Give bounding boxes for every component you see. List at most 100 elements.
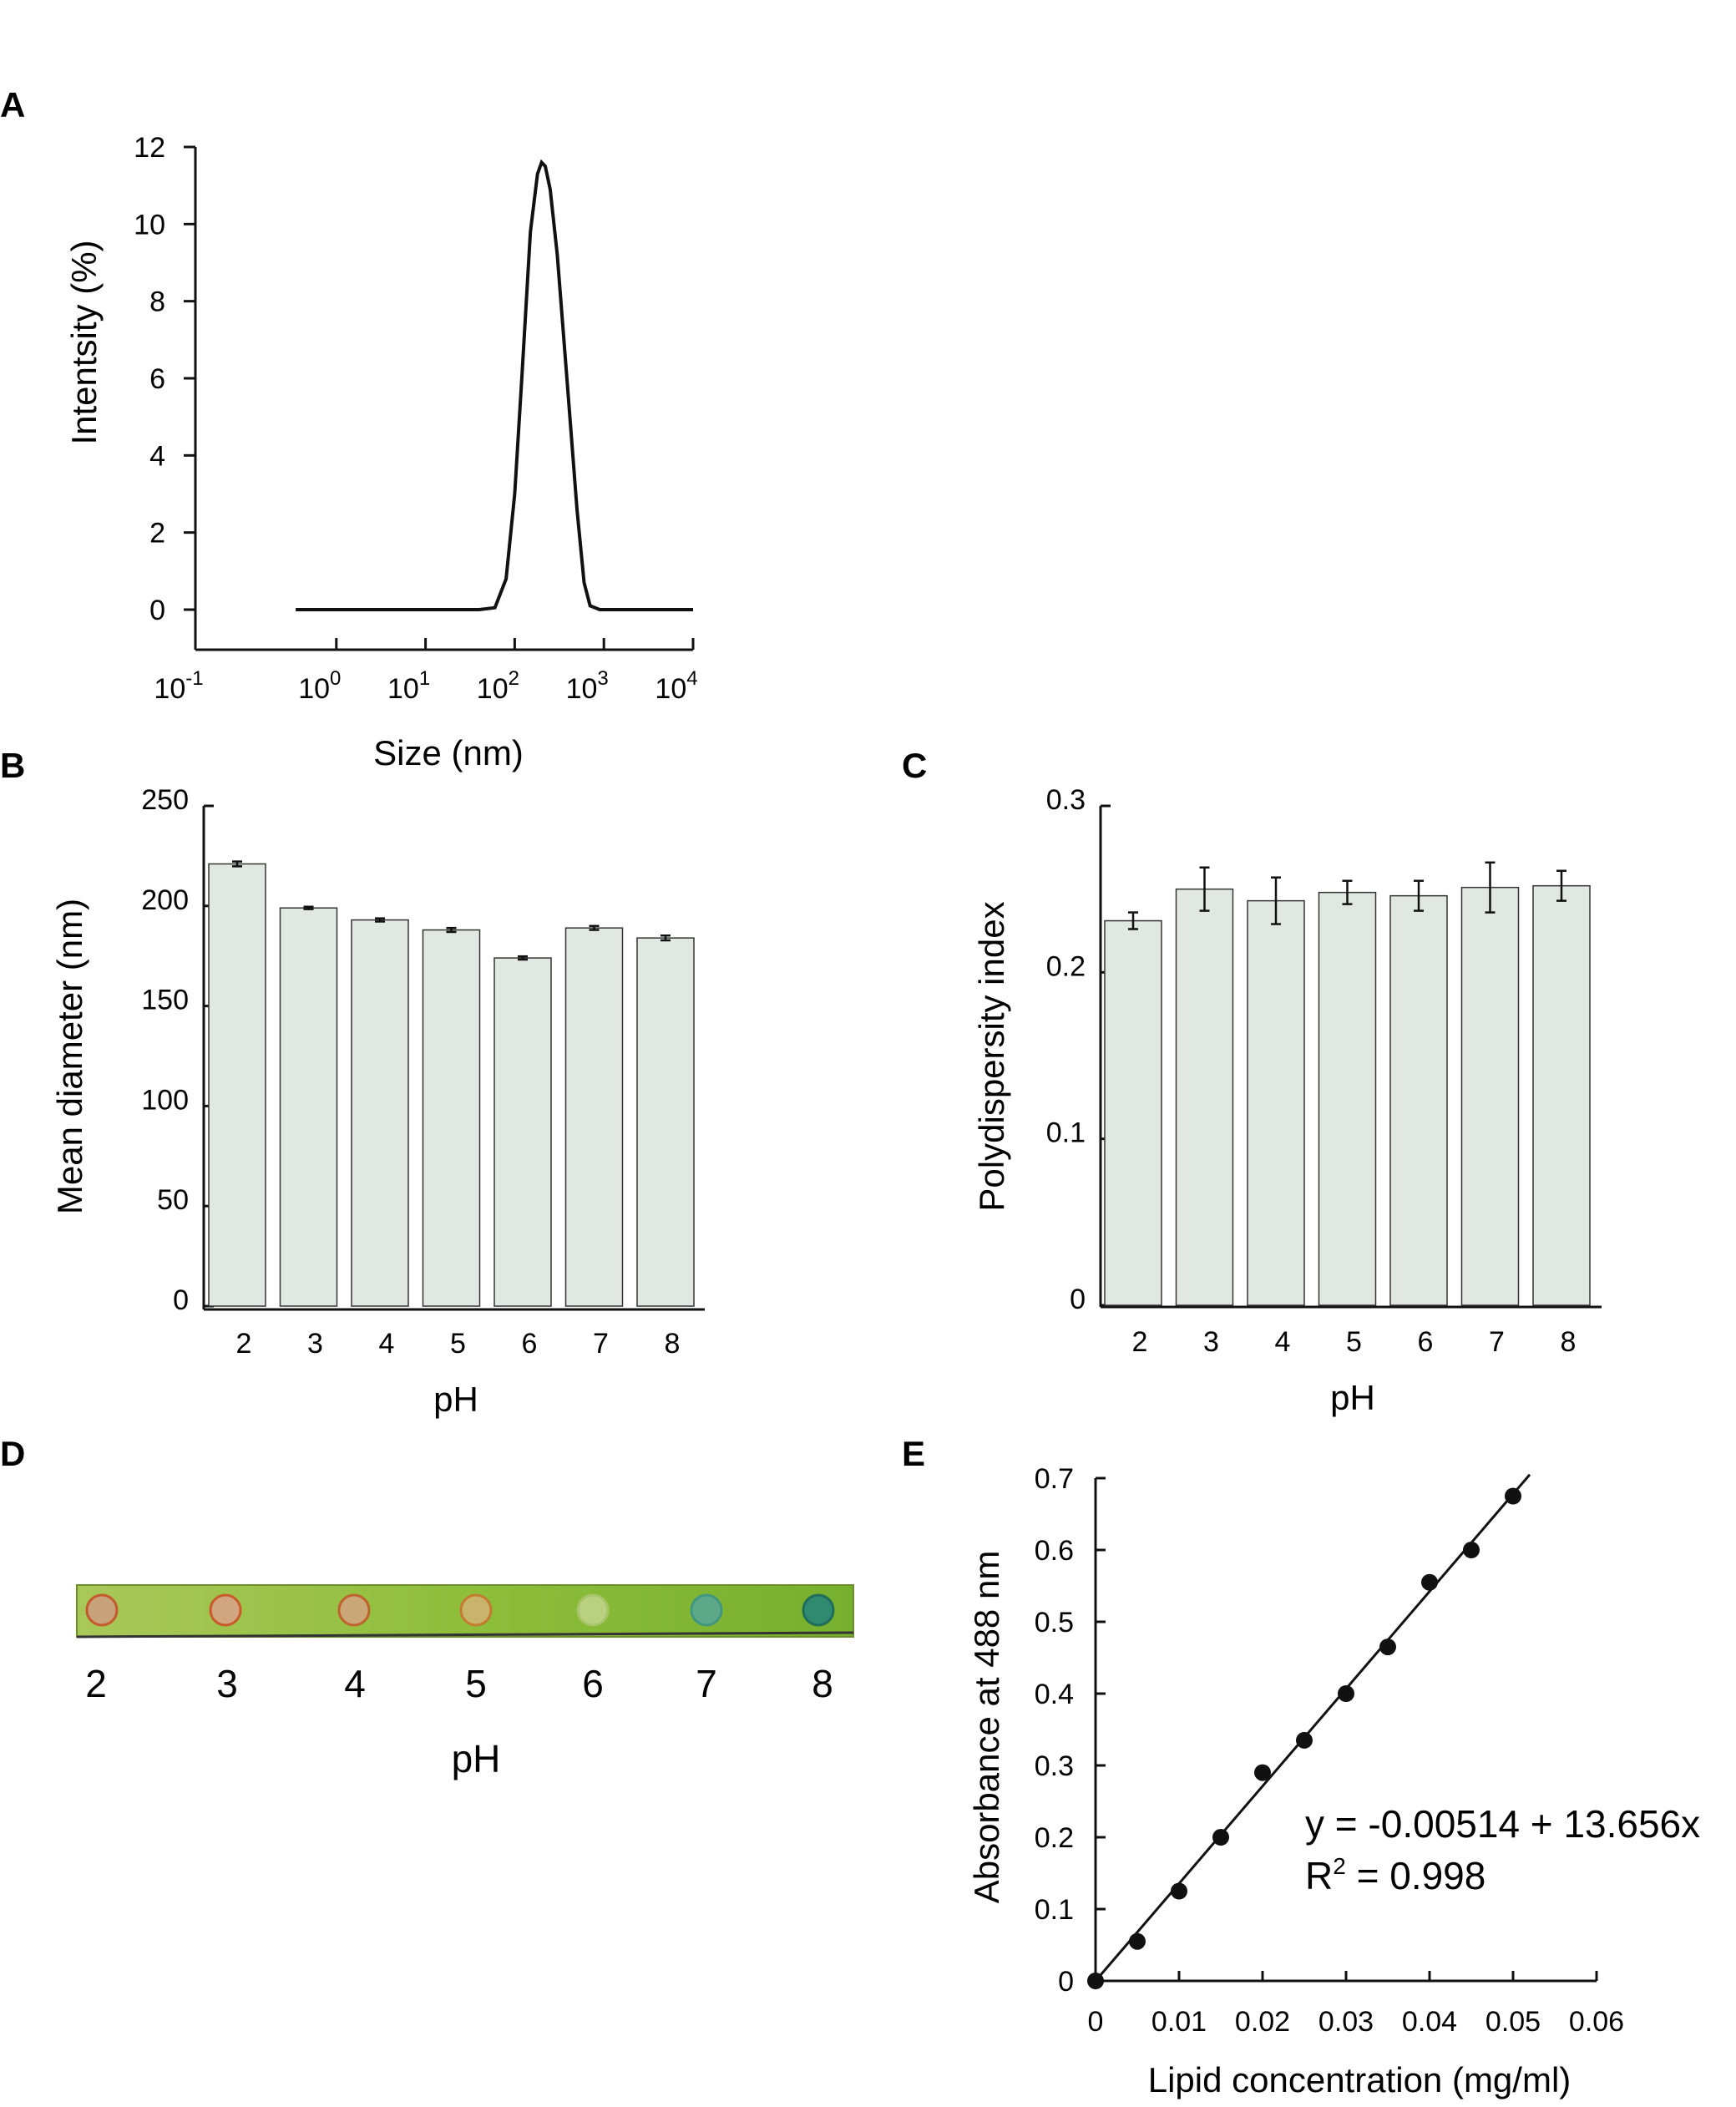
x-tick-base: 10 <box>298 673 330 705</box>
y-tick-label: 0.4 <box>1035 1679 1074 1710</box>
x-tick-label: 101 <box>387 667 430 705</box>
indicator-spot <box>209 1593 242 1627</box>
y-tick-label: 0.1 <box>1046 1117 1086 1149</box>
x-tick-exponent: 4 <box>686 667 697 690</box>
panel-b-bar-chart: B 0 50 100 150 200 250 2 3 4 5 6 7 8 pH Mean diamet… <box>0 746 705 1419</box>
ph-label: 4 <box>344 1662 366 1705</box>
bar <box>208 863 266 1307</box>
x-axis-label-a: Size (nm) <box>373 733 524 772</box>
bar <box>1247 899 1305 1306</box>
ph-label: 3 <box>216 1662 238 1705</box>
x-tick-label: 4 <box>1275 1326 1291 1358</box>
y-tick-label: 100 <box>141 1084 189 1116</box>
x-tick-label: 100 <box>298 667 341 705</box>
ph-label: 7 <box>696 1662 717 1705</box>
x-tick-label: 10-1 <box>154 667 203 705</box>
bar <box>493 957 552 1307</box>
x-tick-exponent: 1 <box>419 667 430 690</box>
data-point <box>1129 1932 1146 1950</box>
x-tick-label: 6 <box>522 1328 538 1360</box>
x-tick-label: 0.02 <box>1235 2006 1290 2038</box>
y-tick-label: 0.3 <box>1046 784 1086 816</box>
x-tick-base: 10 <box>477 673 509 705</box>
panel-e-scatter-chart: E 0 0.1 0.2 0.3 0.4 0.5 0.6 0.7 0 0.01 0.02 0.03 0.… <box>902 1434 1700 2099</box>
x-tick-label: 0.05 <box>1485 2006 1541 2038</box>
x-tick-label: 3 <box>307 1328 323 1360</box>
r-squared-prefix: R <box>1305 1854 1333 1897</box>
bar <box>1318 891 1377 1306</box>
bar <box>1460 886 1520 1306</box>
x-axis-label-d: pH <box>452 1737 501 1780</box>
x-axis-label-c: pH <box>1330 1378 1375 1417</box>
bar <box>1389 894 1448 1306</box>
y-tick-label: 0.2 <box>1046 950 1086 982</box>
panel-letter-e: E <box>902 1434 925 1473</box>
data-point <box>1505 1487 1521 1505</box>
indicator-spot <box>802 1593 835 1627</box>
y-tick-label: 6 <box>149 363 165 395</box>
r-squared-label: R2 = 0.998 <box>1305 1853 1485 1897</box>
panel-c-bar-chart: C 0 0.1 0.2 0.3 2 3 4 5 6 7 8 pH Polydispersity i… <box>902 746 1602 1417</box>
bar <box>1104 919 1162 1306</box>
regression-equation: y = -0.00514 + 13.656x <box>1305 1802 1700 1846</box>
r-squared-rest: = 0.998 <box>1346 1854 1486 1897</box>
data-point <box>1087 1973 1104 1989</box>
x-tick-label: 7 <box>593 1328 609 1360</box>
data-point <box>1421 1573 1438 1591</box>
x-tick-base: 10 <box>154 673 185 705</box>
y-tick-label: 200 <box>141 884 189 916</box>
x-tick-label: 0 <box>1088 2006 1104 2038</box>
ph-label: 2 <box>85 1662 107 1705</box>
indicator-spot <box>337 1593 371 1627</box>
regression-line <box>1094 1473 1531 1982</box>
x-tick-base: 10 <box>566 673 598 705</box>
x-axis-label-b: pH <box>433 1380 478 1419</box>
x-axis-label-e: Lipid concentration (mg/ml) <box>1148 2060 1572 2099</box>
x-tick-label: 102 <box>477 667 519 705</box>
x-tick-label: 2 <box>236 1328 252 1360</box>
y-tick-label: 8 <box>149 286 165 318</box>
x-tick-label: 104 <box>655 667 697 705</box>
y-axis-label-a: Intentsity (%) <box>64 240 104 444</box>
panel-letter-c: C <box>902 746 927 785</box>
x-tick-label: 6 <box>1418 1326 1434 1358</box>
y-tick-label: 250 <box>141 784 189 816</box>
x-tick-label: 0.04 <box>1402 2006 1457 2038</box>
x-tick-label: 0.03 <box>1318 2006 1374 2038</box>
x-tick-label: 5 <box>450 1328 466 1360</box>
r-squared-sup: 2 <box>1333 1853 1346 1879</box>
bar <box>422 929 481 1307</box>
data-point <box>1338 1685 1354 1702</box>
x-tick-exponent: 3 <box>597 667 608 690</box>
data-point <box>1296 1731 1313 1749</box>
y-tick-label: 10 <box>134 209 165 241</box>
y-tick-label: 0.7 <box>1035 1463 1074 1495</box>
strip-shadow <box>76 1631 854 1638</box>
indicator-spot <box>459 1593 493 1627</box>
y-tick-label: 50 <box>157 1184 189 1216</box>
x-tick-label: 7 <box>1489 1326 1505 1358</box>
bar <box>279 907 338 1307</box>
x-tick-label: 0.06 <box>1569 2006 1624 2038</box>
data-point <box>1463 1542 1480 1558</box>
x-tick-label: 3 <box>1203 1326 1219 1358</box>
intensity-line <box>296 159 693 611</box>
indicator-spot <box>576 1593 610 1627</box>
y-tick-label: 0.1 <box>1035 1894 1074 1926</box>
y-tick-label: 0.6 <box>1035 1535 1074 1567</box>
x-tick-base: 10 <box>655 673 686 705</box>
indicator-spot <box>690 1593 723 1627</box>
y-axis-label-b: Mean diameter (nm) <box>50 899 89 1214</box>
y-axis-label-c: Polydispersity index <box>972 901 1011 1211</box>
x-tick-exponent: 0 <box>330 667 341 690</box>
ph-label: 6 <box>582 1662 604 1705</box>
x-tick-label: 0.01 <box>1151 2006 1207 2038</box>
bar <box>1532 884 1591 1306</box>
panel-d-indicator-strip: D 2 3 4 5 6 7 8 pH <box>0 1434 854 1780</box>
x-tick-label: 5 <box>1346 1326 1362 1358</box>
bar <box>351 919 409 1307</box>
data-point <box>1171 1882 1187 1900</box>
bar <box>636 937 695 1307</box>
